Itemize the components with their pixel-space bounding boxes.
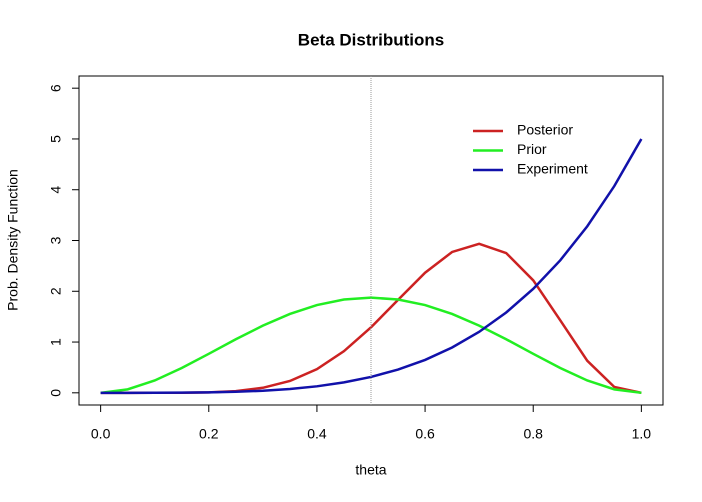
chart-title: Beta Distributions: [298, 30, 444, 49]
y-tick-label: 4: [48, 186, 64, 194]
legend-label: Experiment: [517, 161, 588, 177]
y-tick-label: 3: [48, 236, 64, 244]
x-axis-label: theta: [355, 462, 386, 478]
x-tick-label: 0.8: [523, 426, 543, 442]
y-tick-label: 1: [48, 338, 64, 346]
legend-label: Posterior: [517, 122, 573, 138]
y-tick-label: 5: [48, 135, 64, 143]
x-tick-label: 0.2: [199, 426, 219, 442]
y-tick-label: 0: [48, 389, 64, 397]
x-tick-label: 0.4: [307, 426, 327, 442]
y-tick-label: 6: [48, 84, 64, 92]
legend-label: Prior: [517, 141, 547, 157]
x-tick-label: 0.0: [91, 426, 111, 442]
x-tick-label: 0.6: [415, 426, 435, 442]
series-line: [100, 296, 642, 395]
y-axis-label: Prob. Density Function: [5, 169, 21, 311]
x-tick-label: 1.0: [632, 426, 652, 442]
y-tick-label: 2: [48, 287, 64, 295]
